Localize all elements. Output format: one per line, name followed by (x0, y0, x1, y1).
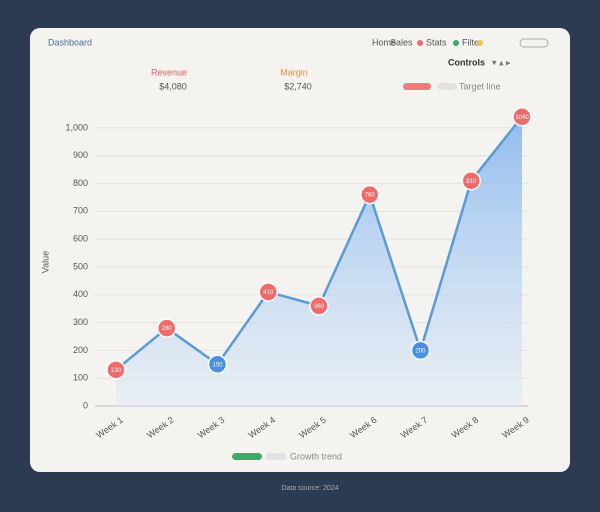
point (512, 107, 532, 127)
y-tick-label: 300 (73, 317, 88, 327)
stat-label: Revenue (151, 67, 187, 77)
app-title: Dashboard (48, 37, 92, 47)
point (207, 354, 228, 375)
legend-label: Target line (459, 81, 501, 91)
nav-dot (477, 40, 483, 46)
stat-value: $4,080 (159, 81, 187, 91)
point-label: 810 (466, 179, 477, 185)
point-label: 410 (263, 290, 274, 296)
point-label: 150 (212, 362, 223, 368)
nav-dot (453, 40, 459, 46)
controls-label: Controls (448, 57, 485, 67)
point (410, 340, 431, 361)
legend-swatch (266, 453, 286, 460)
point-label: 280 (162, 326, 173, 332)
y-tick-label: 100 (73, 373, 88, 383)
y-tick-label: 800 (73, 178, 88, 188)
y-tick-label: 700 (73, 206, 88, 216)
point-label: 200 (415, 348, 426, 354)
nav-item[interactable]: Home (372, 37, 396, 47)
legend-swatch (437, 83, 457, 90)
controls-icons[interactable]: ▾ ▴ ▸ (492, 57, 511, 67)
search-box[interactable] (519, 38, 549, 48)
area (116, 116, 522, 407)
nav-item[interactable]: Stats (426, 37, 447, 47)
point-label: 760 (365, 193, 376, 199)
point (157, 318, 177, 338)
y-tick-label: 0 (83, 400, 88, 410)
y-tick-label: 1,000 (65, 122, 88, 132)
y-tick-label: 900 (73, 150, 88, 160)
legend-swatch (403, 83, 431, 90)
point (106, 360, 126, 380)
point (360, 184, 380, 205)
nav-item[interactable]: Sales (390, 37, 413, 47)
y-tick-label: 500 (73, 261, 88, 271)
point (461, 170, 481, 191)
point (258, 282, 278, 302)
legend-label: Growth trend (290, 451, 342, 461)
point-label: 1040 (515, 115, 529, 121)
y-axis-label: Value (40, 251, 50, 273)
stat-label: Margin (280, 67, 308, 77)
y-tick-label: 400 (73, 289, 88, 299)
y-tick-label: 600 (73, 234, 88, 244)
nav-dot (417, 40, 423, 46)
nav-item[interactable]: Filter (462, 37, 482, 47)
legend-swatch (232, 453, 262, 460)
y-tick-label: 200 (73, 345, 88, 355)
point-label: 360 (314, 304, 325, 310)
point (309, 296, 329, 316)
point-label: 130 (111, 368, 122, 374)
stat-value: $2,740 (284, 81, 312, 91)
footer: Data source: 2024 (281, 485, 338, 492)
